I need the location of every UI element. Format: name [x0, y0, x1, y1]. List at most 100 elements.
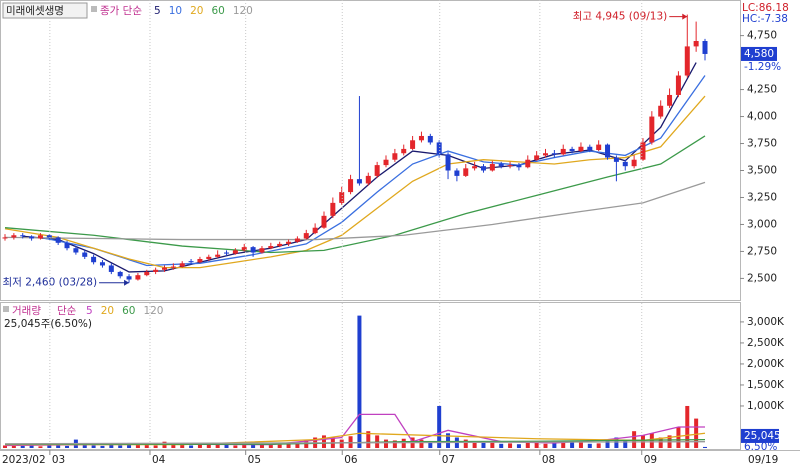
legend-icon	[3, 306, 9, 312]
volume-bar	[224, 444, 229, 448]
arrow-head	[682, 13, 688, 20]
last-price: 4,580	[744, 48, 774, 60]
volume-bar	[570, 441, 575, 448]
volume-bar	[251, 444, 256, 448]
y-tick-label: 4,250	[747, 84, 777, 96]
candle-body	[454, 170, 460, 176]
candle-body	[498, 164, 504, 167]
volume-bar	[339, 439, 344, 448]
volume-bar	[357, 315, 362, 448]
legend-entry: 10	[169, 5, 182, 17]
volume-bar	[543, 443, 548, 448]
volume-bar	[561, 442, 566, 448]
volume-bar	[180, 445, 185, 448]
volume-bar	[135, 444, 140, 448]
candle-body	[2, 237, 8, 239]
legend-entry: 60	[122, 305, 135, 317]
candle-body	[675, 75, 681, 95]
candle-body	[259, 248, 265, 253]
volume-bar	[233, 445, 238, 448]
volume-bar	[91, 445, 96, 448]
x-tick-label: 04	[152, 454, 166, 466]
volume-ma-label: 단순	[57, 305, 77, 317]
volume-bar	[144, 445, 149, 448]
y-tick-label: 4,750	[747, 30, 777, 42]
candle-body	[46, 235, 52, 238]
candle-body	[348, 179, 354, 193]
ma-legend-label: 종가 단순	[100, 5, 142, 17]
candle-body	[277, 243, 283, 247]
y-tick-label: 3,000K	[747, 316, 785, 328]
volume-bar	[392, 440, 397, 448]
price-panel	[0, 0, 741, 301]
y-tick-label: 2,000K	[747, 358, 785, 370]
candle-body	[206, 256, 212, 259]
y-tick-label: 3,250	[747, 191, 777, 203]
candle-body	[126, 276, 132, 280]
candle-body	[161, 267, 167, 270]
volume-bar	[401, 438, 406, 448]
x-tick-label: 07	[442, 454, 455, 466]
volume-bar	[658, 437, 663, 448]
y-tick-label: 2,500K	[747, 337, 785, 349]
candle-body	[392, 153, 398, 160]
stock-title: 미래에셋생명	[6, 5, 64, 17]
volume-bar	[242, 445, 247, 448]
candle-body	[401, 148, 407, 154]
volume-bar	[3, 445, 7, 448]
volume-bar	[694, 418, 699, 448]
candle-body	[418, 135, 424, 141]
candle-body	[516, 165, 522, 168]
candle-body	[241, 247, 247, 251]
candle-body	[463, 168, 469, 176]
x-tick-label: 03	[52, 454, 65, 466]
candle-body	[560, 148, 566, 155]
volume-bar	[525, 442, 530, 448]
change-rate: -1.29%	[744, 61, 781, 73]
candle-body	[534, 155, 540, 160]
candle-body	[108, 265, 114, 272]
candle-body	[605, 144, 611, 158]
candle-body	[197, 258, 203, 263]
volume-bar	[428, 441, 433, 448]
y-tick-label: 3,750	[747, 138, 777, 150]
hc-label: HC:-7.38	[742, 13, 788, 25]
candle-body	[472, 166, 478, 169]
x-tick-label: 2023/02	[2, 454, 46, 466]
volume-bar	[703, 446, 707, 448]
volume-bar	[632, 431, 637, 448]
candle-body	[684, 46, 690, 76]
candle-body	[224, 252, 230, 254]
candle-body	[303, 233, 309, 239]
volume-bar	[189, 445, 194, 448]
candle-body	[667, 94, 673, 106]
candle-body	[64, 242, 70, 249]
x-tick-label: 06	[344, 454, 358, 466]
candle-body	[73, 248, 79, 253]
candle-body	[507, 165, 513, 167]
volume-bar	[56, 445, 61, 448]
volume-bar	[20, 445, 25, 448]
volume-bar	[552, 443, 557, 448]
volume-bar	[437, 405, 442, 448]
legend-entry: 5	[154, 5, 161, 17]
last-volume-pct: 6.50%	[744, 441, 777, 453]
candle-body	[613, 157, 619, 162]
volume-bar	[259, 444, 264, 448]
candle-body	[489, 164, 495, 171]
volume-bar	[127, 442, 132, 448]
legend-entry: 60	[211, 5, 224, 17]
volume-bar	[534, 442, 539, 448]
x-tick-label: 05	[248, 454, 261, 466]
volume-bar	[490, 442, 495, 448]
last-volume-box	[741, 428, 779, 443]
candle-body	[427, 135, 433, 143]
candle-body	[702, 41, 708, 54]
volume-bar	[587, 443, 592, 448]
candle-body	[640, 142, 646, 160]
candle-body	[29, 236, 35, 239]
candle-body	[631, 159, 637, 167]
ma-line	[5, 438, 706, 445]
legend-icon	[91, 6, 97, 12]
